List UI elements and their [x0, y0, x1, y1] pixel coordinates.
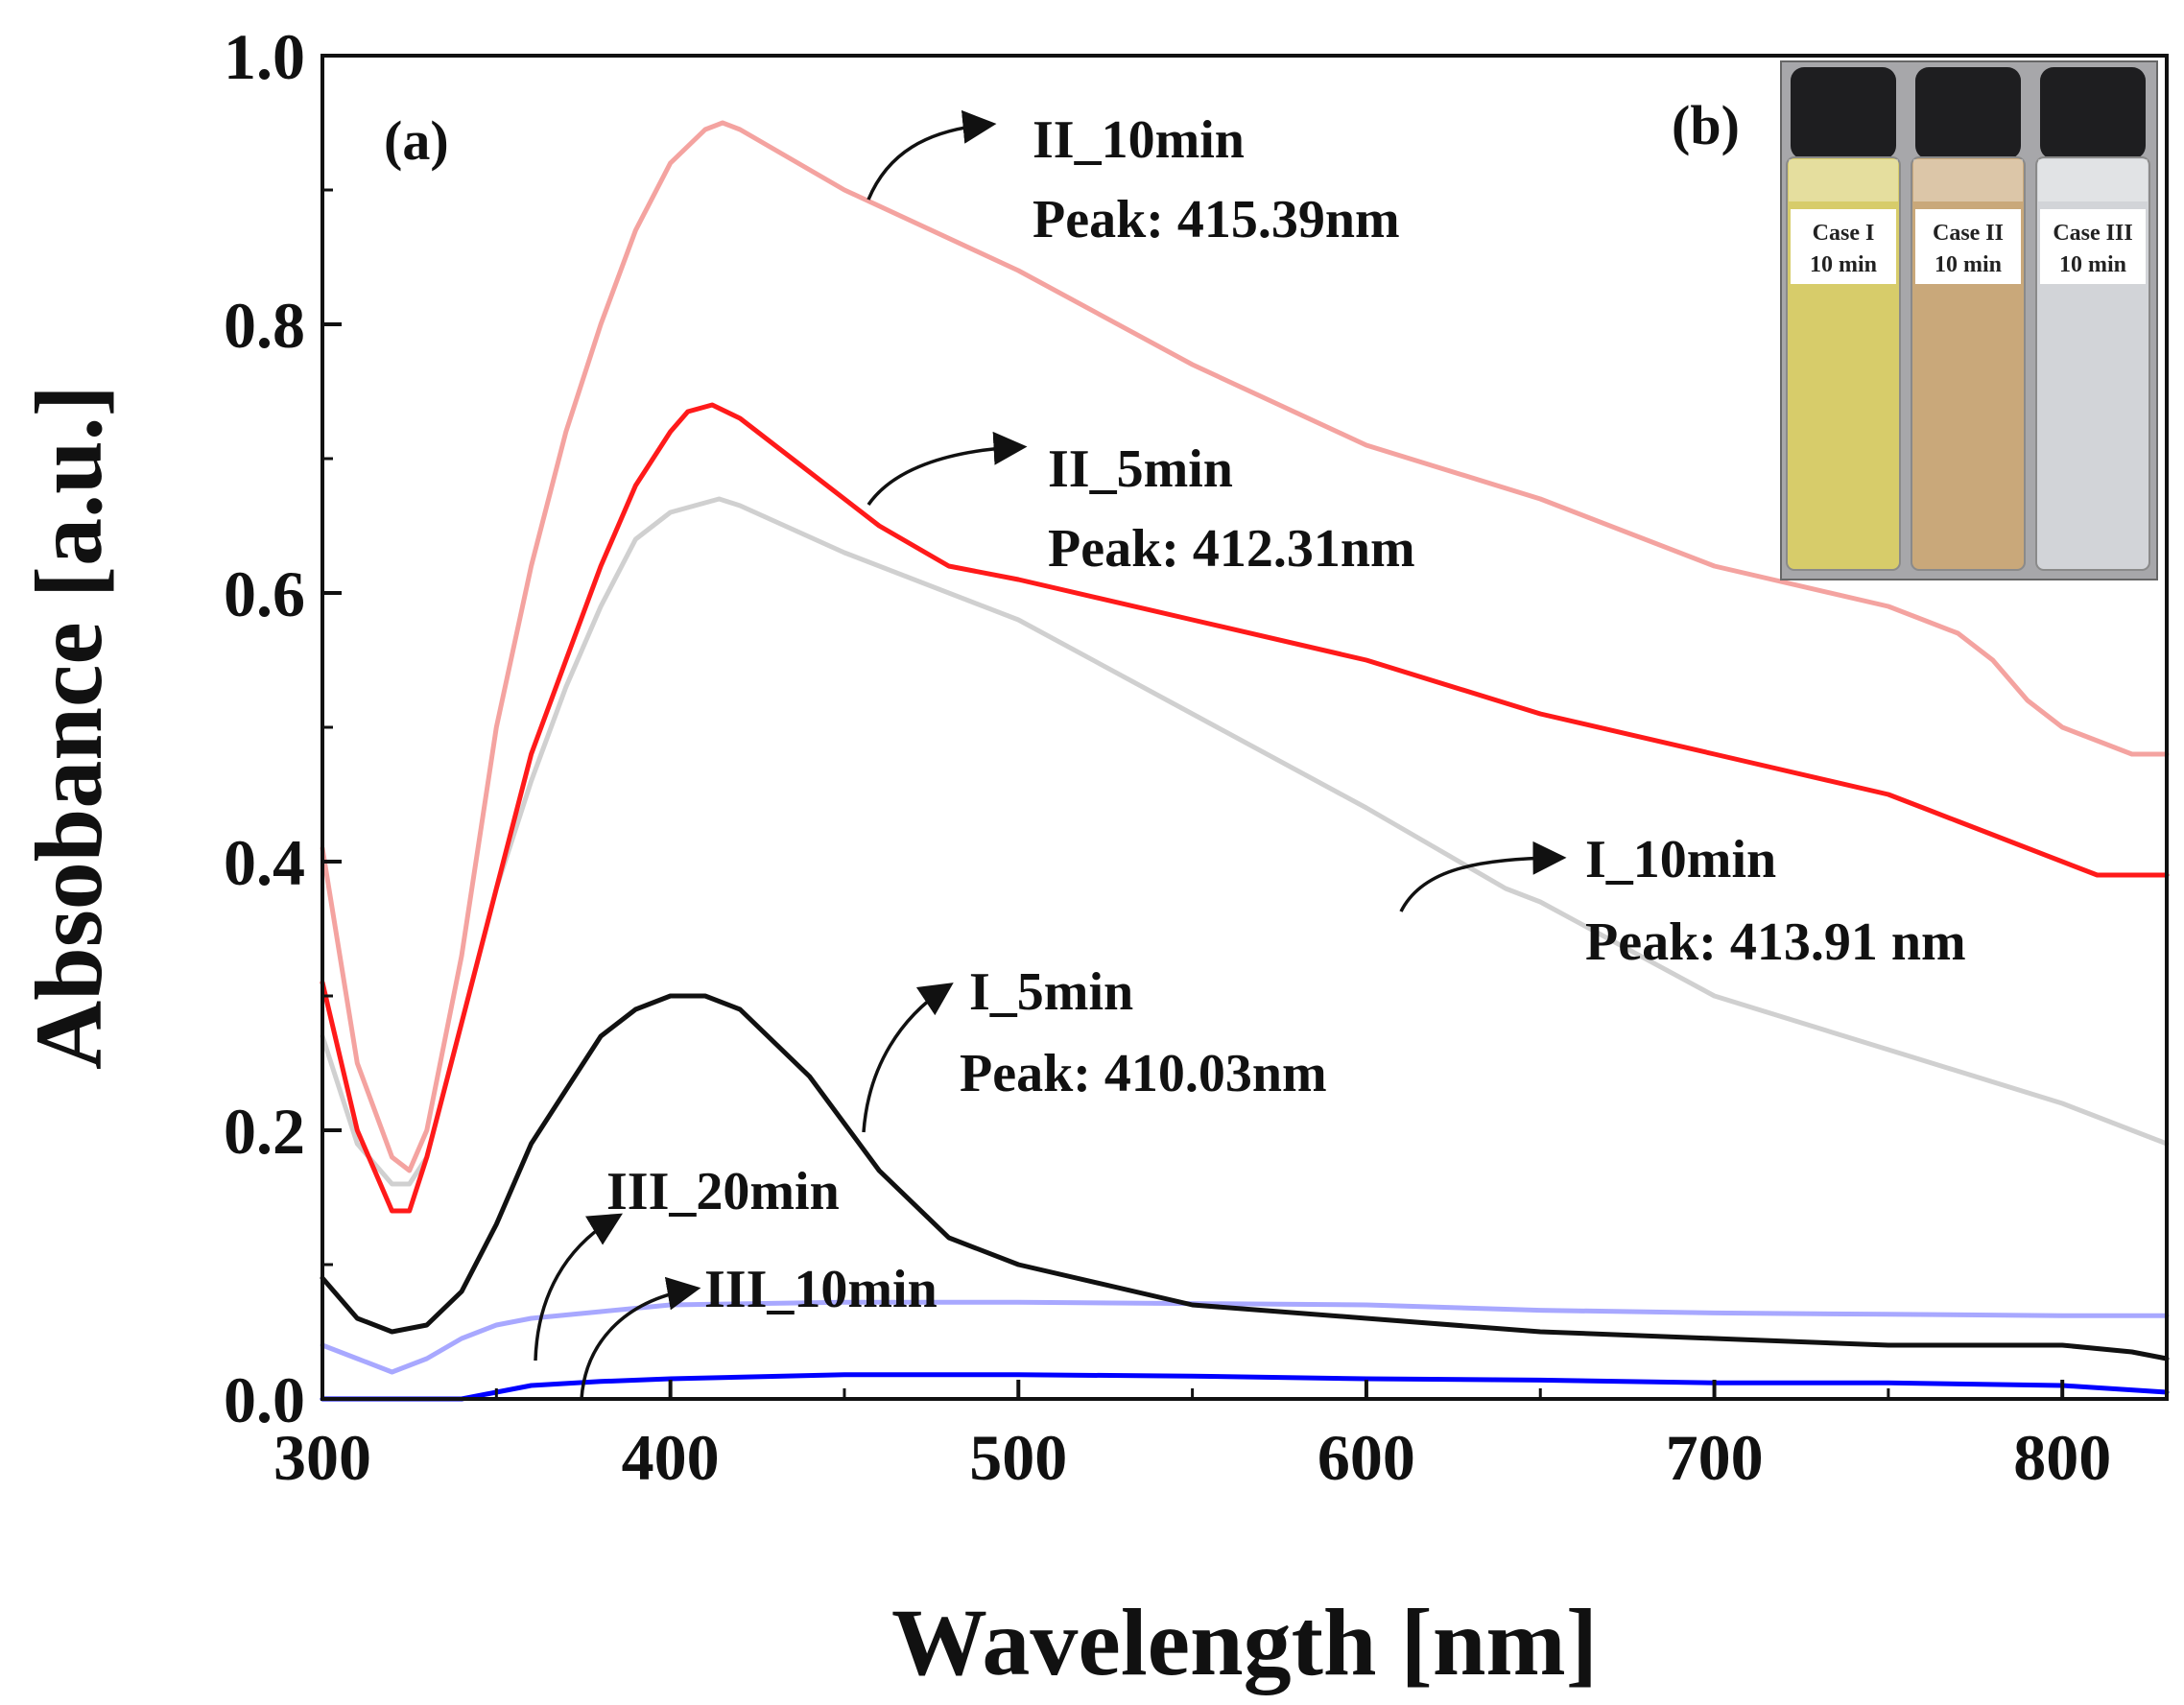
vial-headspace [1789, 159, 1898, 201]
arrow-ii-10min [866, 109, 997, 201]
vial-cap [1791, 67, 1896, 159]
vial-label [1791, 209, 1896, 284]
x-axis-title: Wavelength [nm] [891, 1589, 1598, 1695]
y-axis-title: Absobance [a.u.] [15, 385, 122, 1070]
arrow-iii-20min [534, 1213, 624, 1362]
annotation-ii-5min: II_5min Peak: 412.31nm [866, 431, 1415, 579]
annotation-iii-20min: III_20min [534, 1162, 840, 1362]
vial-cap [2040, 67, 2146, 159]
vial-label [1915, 209, 2021, 284]
vial-label-line2: 10 min [1935, 252, 2002, 277]
series-line-iii-10min [320, 1372, 2170, 1402]
annotation-iii-10min: III_10min [580, 1260, 938, 1400]
vial-cap [1915, 67, 2021, 159]
arrow-i-10min [1399, 841, 1567, 912]
y-tick-label: 0.0 [224, 1363, 305, 1436]
series-line-iii-20min [320, 1299, 2170, 1375]
vial-label-line1: Case I [1813, 221, 1875, 246]
vial-label-line2: 10 min [2059, 252, 2126, 277]
inset-vials-photo: (b) Case I 10 min Case II 10 min Case III 10 … [1672, 60, 2158, 580]
x-tick-label: 300 [273, 1421, 371, 1494]
label-ii-10min: II_10min [1033, 110, 1245, 170]
peak-ii-10min: Peak: 415.39nm [1033, 190, 1400, 249]
y-tick-label: 1.0 [224, 20, 305, 93]
peak-i-10min: Peak: 413.91 nm [1585, 912, 1966, 972]
peak-i-5min: Peak: 410.03nm [960, 1044, 1327, 1103]
vial-label-line1: Case III [2053, 221, 2132, 246]
vials-layer: Case I 10 min Case II 10 min Case III 10 min [1786, 67, 2150, 571]
series-line-ii-5min [320, 402, 2170, 1214]
x-tick-label: 700 [1666, 1421, 1764, 1494]
peak-ii-5min: Peak: 412.31nm [1048, 519, 1415, 579]
vial-3: Case III 10 min [2035, 67, 2150, 571]
vial-1: Case I 10 min [1786, 67, 1901, 571]
arrow-i-5min [862, 983, 954, 1133]
x-tick-label: 400 [622, 1421, 720, 1494]
ticks-layer: 300 400 500 600 700 800 0.0 0.2 0.4 0.6 0.8 1.0 [224, 20, 2111, 1494]
y-tick-label: 0.2 [224, 1095, 305, 1168]
series-layer [320, 120, 2170, 1402]
label-i-10min: I_10min [1585, 830, 1776, 889]
y-tick-label: 0.6 [224, 557, 305, 630]
label-ii-5min: II_5min [1048, 439, 1233, 499]
series-line-ii-10min [320, 120, 2170, 1173]
panel-label-a: (a) [384, 109, 449, 172]
vial-headspace [2038, 159, 2148, 201]
arrow-ii-5min [866, 431, 1028, 506]
y-tick-label: 0.8 [224, 289, 305, 362]
annotation-i-10min: I_10min Peak: 413.91 nm [1399, 830, 1966, 972]
vial-headspace [1913, 159, 2023, 201]
annotation-ii-10min: II_10min Peak: 415.39nm [866, 109, 1400, 249]
x-tick-label: 600 [1318, 1421, 1415, 1494]
panel-label-b: (b) [1672, 94, 1740, 156]
x-tick-label: 500 [969, 1421, 1067, 1494]
label-iii-20min: III_20min [606, 1162, 840, 1221]
arrow-iii-10min [580, 1276, 701, 1400]
y-tick-label: 0.4 [224, 826, 305, 899]
vial-2: Case II 10 min [1911, 67, 2026, 571]
label-iii-10min: III_10min [704, 1260, 938, 1319]
series-line-i-5min [320, 993, 2170, 1362]
x-tick-label: 800 [2013, 1421, 2111, 1494]
vial-label-line2: 10 min [1810, 252, 1877, 277]
vial-label [2040, 209, 2146, 284]
annotation-i-5min: I_5min Peak: 410.03nm [862, 962, 1327, 1133]
vial-label-line1: Case II [1933, 221, 2004, 246]
label-i-5min: I_5min [969, 962, 1133, 1022]
